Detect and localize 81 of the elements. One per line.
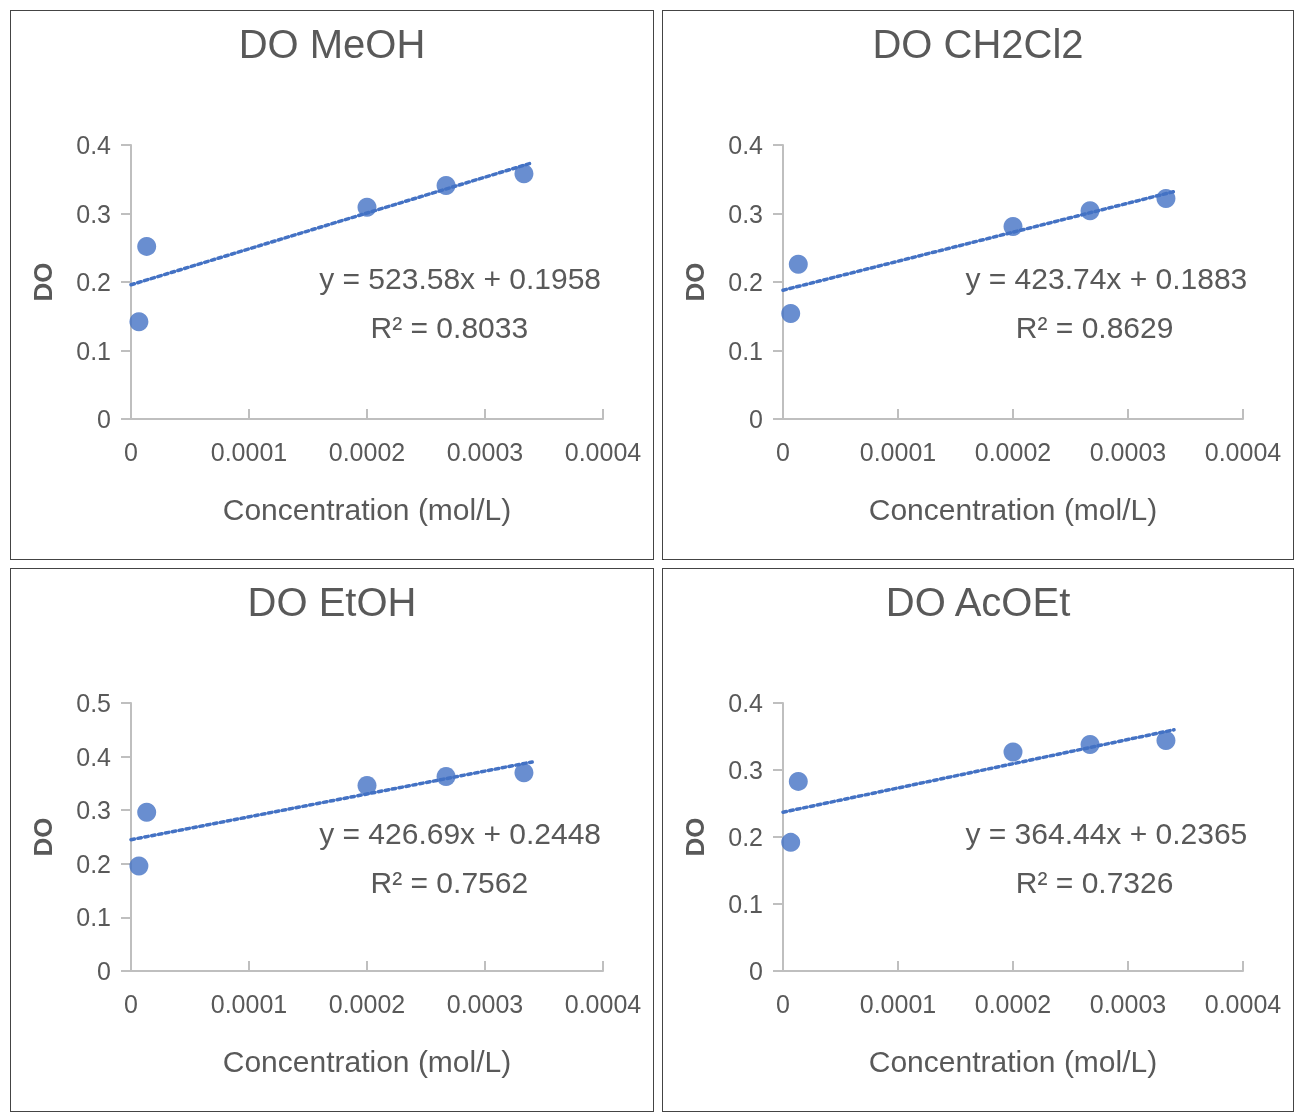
annotation: R² = 0.8629 — [1015, 310, 1174, 344]
y-tick-label: 0 — [97, 957, 111, 985]
point — [1003, 742, 1023, 762]
y-tick-label: 0.3 — [728, 199, 763, 228]
x-tick-label: 0.0002 — [974, 437, 1052, 466]
y-tick-label: 0 — [749, 405, 763, 433]
y-tick-label: 0 — [97, 405, 111, 433]
x-axis-title: Concentration (mol/L) — [222, 1044, 512, 1078]
y-tick-label: 0.4 — [728, 689, 764, 717]
point — [129, 312, 149, 332]
y-tick-label: 0.2 — [728, 823, 763, 851]
point — [1156, 731, 1176, 751]
x-tick-label: 0.0002 — [328, 437, 406, 466]
y-tick-label: 0.1 — [728, 336, 763, 365]
chart-title: DO EtOH — [247, 580, 417, 624]
x-tick-label: 0.0001 — [859, 989, 937, 1018]
x-axis-title: Concentration (mol/L) — [868, 492, 1158, 526]
y-tick-label: 0.5 — [76, 689, 111, 717]
point — [514, 763, 534, 783]
y-tick-label: 0.4 — [728, 131, 764, 159]
point — [436, 766, 456, 786]
x-tick-label: 0.0001 — [859, 437, 937, 466]
x-tick-label: 0 — [776, 989, 790, 1018]
x-tick-label: 0.0001 — [210, 437, 288, 466]
annotation: y = 364.44x + 0.2365 — [965, 816, 1248, 850]
chart-title: DO MeOH — [238, 22, 426, 66]
x-tick-label: 0 — [776, 437, 790, 466]
annotation: R² = 0.7326 — [1015, 865, 1174, 899]
point — [788, 254, 808, 274]
point — [1080, 735, 1100, 755]
x-tick-label: 0.0003 — [1089, 437, 1167, 466]
annotation: R² = 0.7562 — [370, 865, 529, 899]
y-axis-title: DO — [28, 262, 58, 302]
y-tick-label: 0.1 — [728, 890, 763, 918]
x-tick-label: 0.0002 — [974, 989, 1052, 1018]
point — [137, 236, 157, 256]
x-tick-label: 0.0004 — [564, 989, 642, 1018]
annotation: y = 423.74x + 0.1883 — [965, 261, 1248, 295]
y-axis-title: DO — [28, 817, 58, 857]
point — [1003, 217, 1023, 237]
point — [357, 197, 377, 217]
point — [788, 771, 808, 791]
x-tick-label: 0 — [124, 989, 138, 1018]
chart-title: DO CH2Cl2 — [872, 22, 1084, 66]
x-tick-label: 0 — [124, 437, 138, 466]
x-tick-label: 0.0001 — [210, 989, 288, 1018]
point — [357, 776, 377, 796]
y-tick-label: 0.4 — [76, 742, 112, 771]
point — [129, 856, 149, 876]
annotation: R² = 0.8033 — [370, 310, 529, 344]
x-tick-label: 0.0002 — [328, 989, 406, 1018]
x-axis-title: Concentration (mol/L) — [868, 1044, 1158, 1078]
x-axis-title: Concentration (mol/L) — [222, 492, 512, 526]
x-tick-label: 0.0003 — [446, 989, 524, 1018]
y-tick-label: 0.3 — [76, 199, 111, 228]
y-tick-label: 0.2 — [76, 268, 111, 296]
x-tick-label: 0.0003 — [446, 437, 524, 466]
annotation: y = 523.58x + 0.1958 — [319, 261, 602, 295]
x-tick-label: 0.0004 — [1204, 989, 1282, 1018]
x-tick-label: 0.0003 — [1089, 989, 1167, 1018]
y-tick-label: 0 — [749, 957, 763, 985]
y-axis-title: DO — [680, 262, 710, 302]
y-tick-label: 0.1 — [76, 903, 111, 932]
point — [514, 164, 534, 184]
y-tick-label: 0.3 — [76, 796, 111, 825]
y-tick-label: 0.2 — [76, 849, 111, 878]
y-tick-label: 0.4 — [76, 131, 112, 159]
point — [1080, 201, 1100, 221]
y-tick-label: 0.3 — [728, 756, 763, 784]
y-axis-title: DO — [680, 817, 710, 857]
point — [436, 175, 456, 195]
point — [137, 802, 157, 822]
x-tick-label: 0.0004 — [1204, 437, 1282, 466]
chart-title: DO AcOEt — [885, 580, 1071, 624]
point — [1156, 188, 1176, 208]
point — [781, 832, 801, 852]
annotation: y = 426.69x + 0.2448 — [319, 816, 602, 850]
y-tick-label: 0.2 — [728, 268, 763, 296]
point — [781, 304, 801, 323]
x-tick-label: 0.0004 — [564, 437, 642, 466]
y-tick-label: 0.1 — [76, 336, 111, 365]
